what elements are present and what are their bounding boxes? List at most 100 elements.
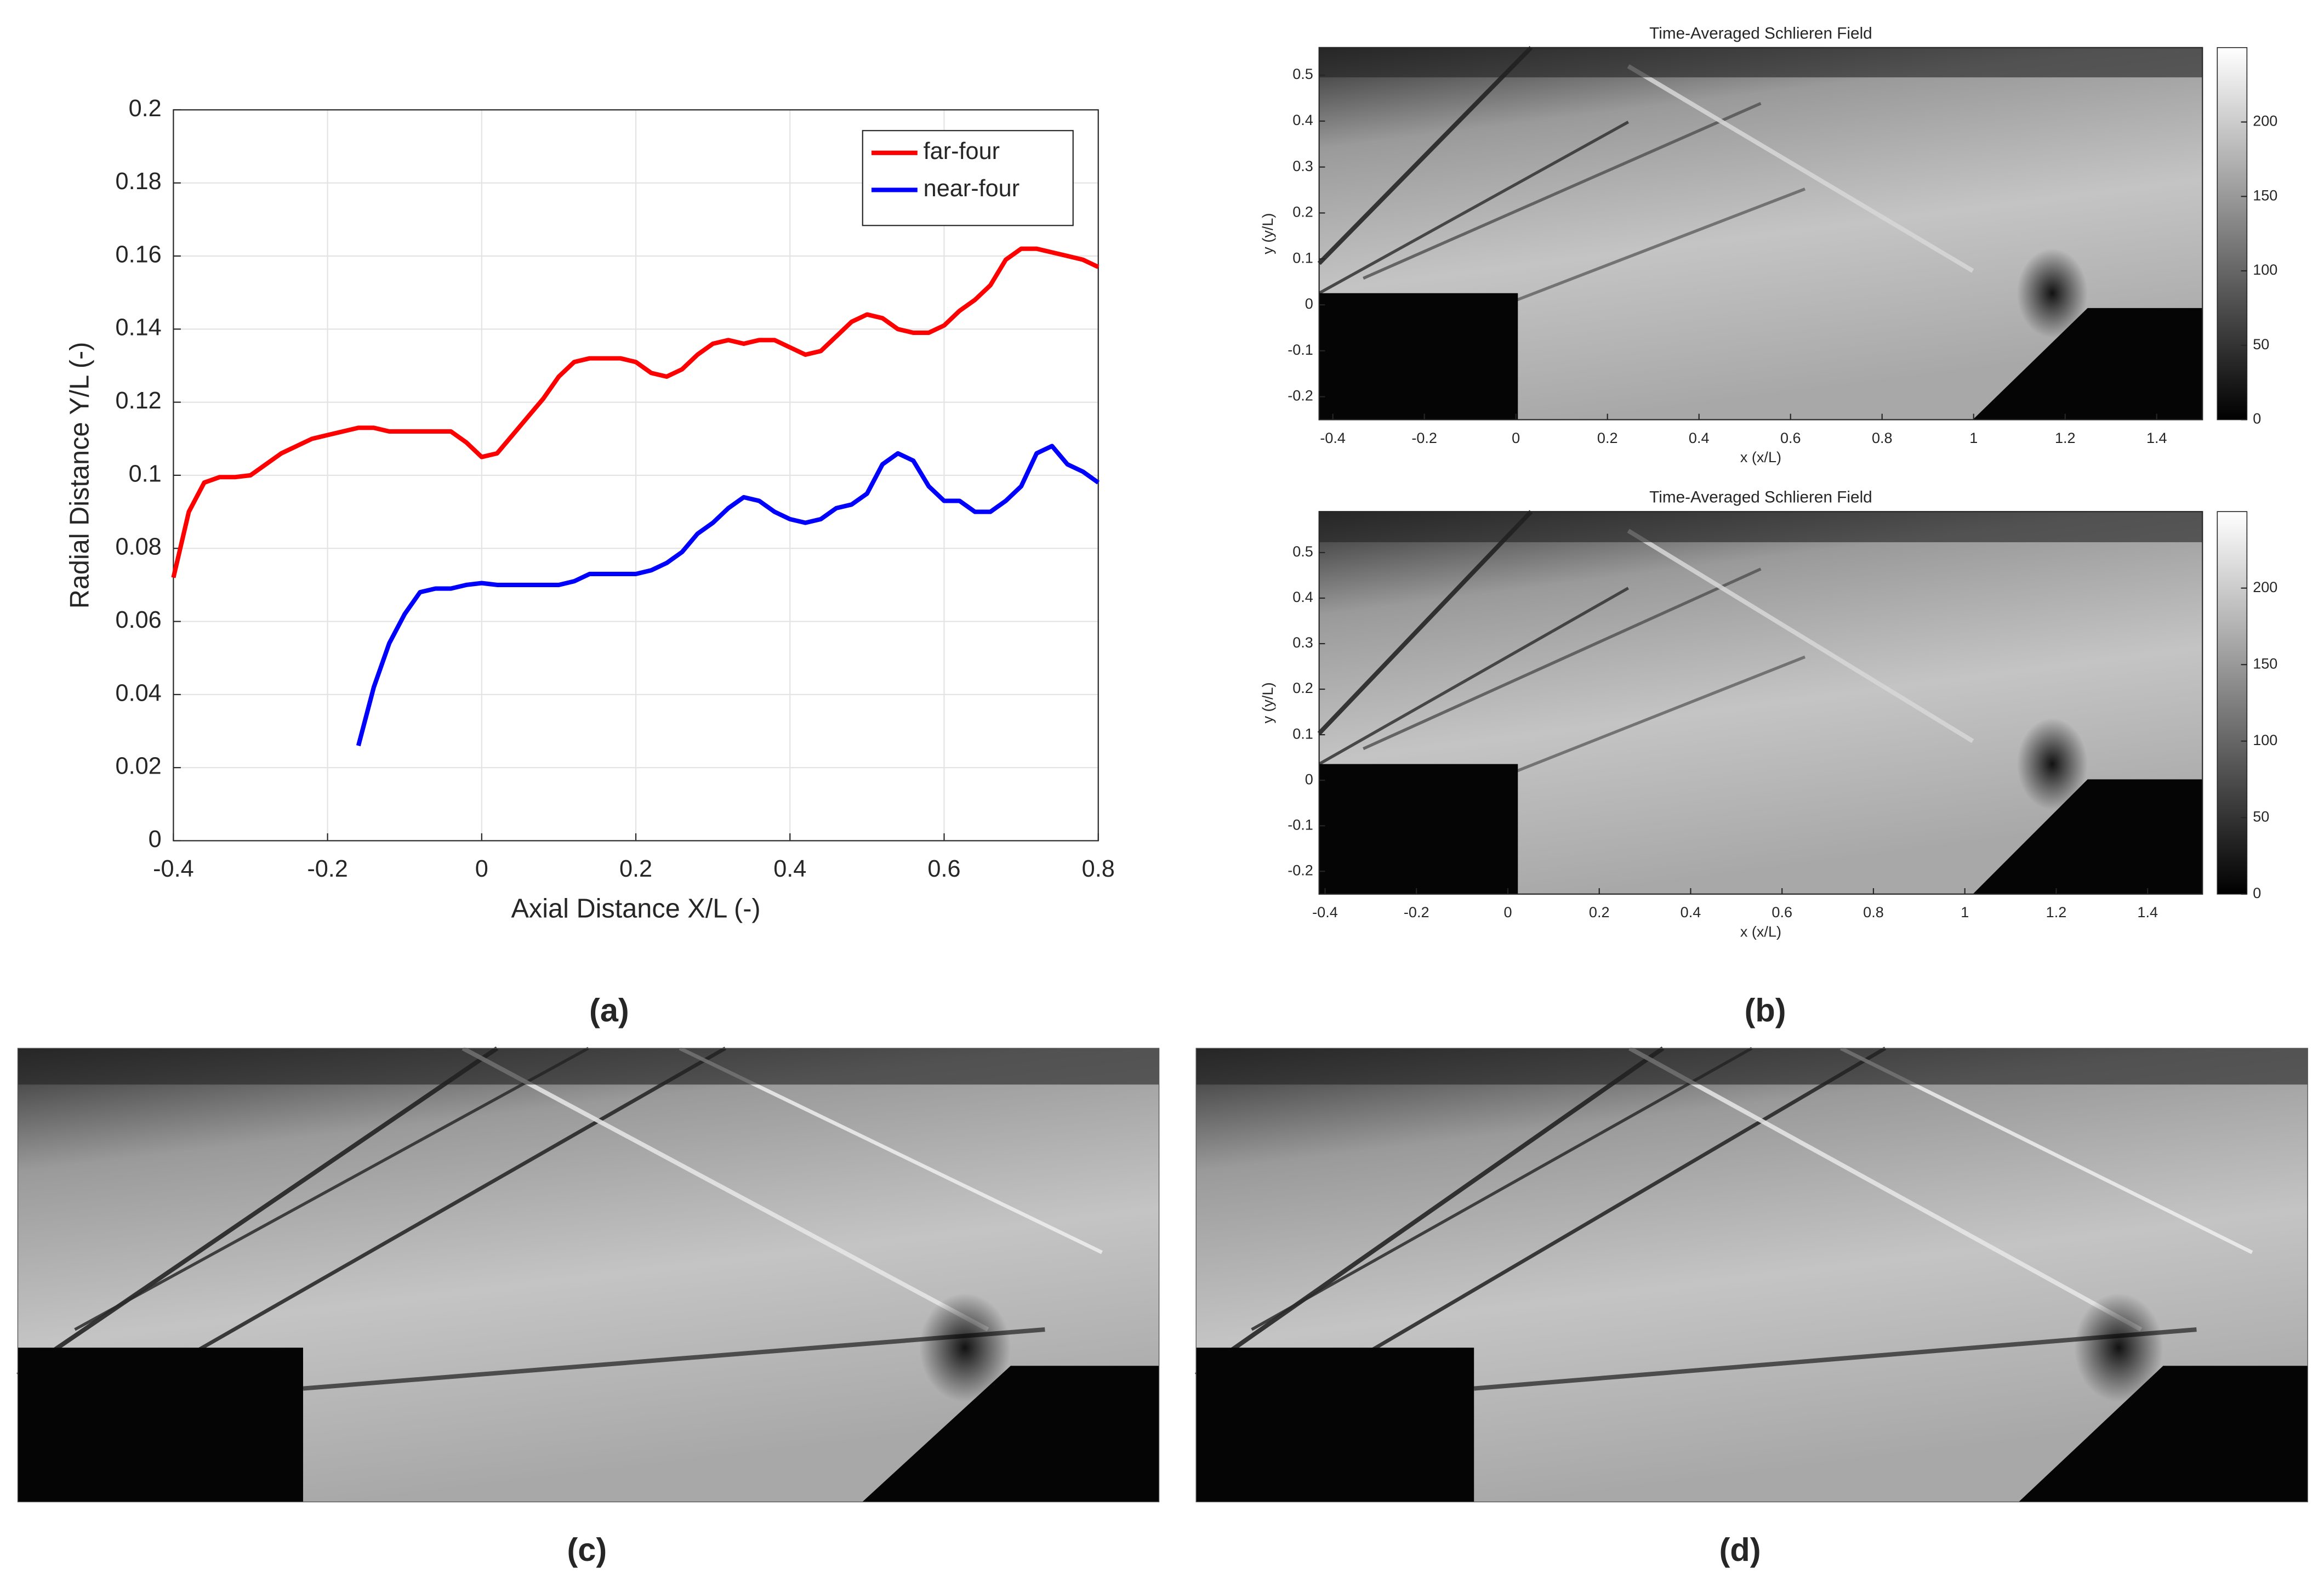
colorbar-tick-label: 50: [2253, 336, 2269, 353]
y-tick-label: 0.3: [1292, 634, 1313, 651]
colorbar: [2217, 511, 2248, 895]
x-tick-label: 0.4: [1689, 430, 1710, 446]
x-tick-label: -0.4: [1312, 904, 1338, 920]
y-tick-label: -0.2: [1288, 388, 1313, 404]
panel-label: (b): [1745, 992, 1786, 1029]
x-tick-label: 1.4: [2137, 904, 2158, 920]
x-tick-label: 0.2: [1597, 430, 1618, 446]
x-tick-label: 0.4: [773, 856, 806, 882]
y-tick-label: 0.1: [129, 461, 162, 487]
x-tick-label: 0.6: [927, 856, 960, 882]
y-tick-label: 0.18: [116, 168, 162, 195]
chart-title: Time-Averaged Schlieren Field: [1649, 488, 1872, 507]
x-tick-label: 0.2: [619, 856, 652, 882]
x-axis-label: x (x/L): [1740, 923, 1781, 940]
image-frame: [1195, 1048, 2308, 1503]
shock-line: [1495, 655, 1806, 781]
legend-label: far-four: [924, 138, 1000, 164]
y-tick-label: 0: [1305, 296, 1313, 312]
y-axis-label: Radial Distance Y/L (-): [65, 342, 95, 609]
colorbar-tick-label: 100: [2253, 732, 2277, 748]
data-line: [171, 246, 1100, 578]
plot-frame: [1318, 511, 2203, 895]
shock-line: [16, 1046, 499, 1377]
x-tick-label: 0.8: [1872, 430, 1893, 446]
schlieren-photo: [16, 1046, 1160, 1503]
shock-line: [462, 1046, 989, 1332]
schlieren-image: [1317, 46, 2203, 421]
dark-spot: [2017, 248, 2088, 338]
y-tick-label: 0.08: [116, 534, 162, 560]
image-shade-top: [1319, 47, 2203, 78]
legend-box: [862, 130, 1074, 226]
shock-line: [1363, 102, 1762, 280]
colorbar-tick-label: 0: [2253, 885, 2261, 901]
x-tick-label: 0: [1503, 904, 1512, 920]
shock-line: [153, 1047, 727, 1377]
y-tick-label: 0.5: [1292, 543, 1313, 560]
y-tick-label: -0.2: [1288, 862, 1313, 878]
colorbar-tick-label: 150: [2253, 187, 2277, 203]
step-body: [1319, 293, 1518, 420]
shock-line: [1194, 1046, 1665, 1377]
panel-label: (a): [589, 992, 629, 1029]
dark-spot: [2017, 718, 2088, 810]
panel-label: (d): [1719, 1531, 1761, 1568]
x-tick-label: 0: [475, 856, 488, 882]
y-tick-label: 0.16: [116, 241, 162, 268]
x-axis-label: x (x/L): [1740, 449, 1781, 465]
y-axis-label: y (y/L): [1260, 682, 1276, 723]
dark-spot: [2074, 1293, 2163, 1402]
y-tick-label: 0.12: [116, 388, 162, 414]
x-tick-label: 1: [1961, 904, 1969, 920]
colorbar-tick-label: 50: [2253, 808, 2269, 825]
shock-line: [1628, 1046, 2143, 1332]
image-shade-top: [1196, 1048, 2308, 1085]
shock-line: [1495, 187, 1806, 310]
y-tick-label: 0.02: [116, 753, 162, 780]
step-body: [1319, 764, 1518, 894]
shock-line: [1317, 46, 1533, 265]
x-tick-label: 1.2: [2046, 904, 2067, 920]
step-body: [1196, 1348, 1474, 1502]
y-tick-label: -0.1: [1288, 342, 1313, 358]
x-tick-label: -0.2: [307, 856, 348, 882]
y-tick-label: 0.2: [1292, 204, 1313, 220]
image-frame: [17, 1048, 1160, 1503]
y-tick-label: 0.06: [116, 607, 162, 633]
schlieren-photo: [1194, 1046, 2308, 1503]
x-tick-label: 0.8: [1082, 856, 1115, 882]
shock-line: [74, 1047, 589, 1331]
shock-line: [1251, 1047, 1753, 1331]
x-tick-label: -0.2: [1404, 904, 1429, 920]
x-tick-label: 1.4: [2146, 430, 2167, 446]
shock-line: [1318, 121, 1630, 295]
shock-line: [1627, 529, 1974, 743]
y-axis-label: y (y/L): [1260, 213, 1276, 254]
x-axis-label: Axial Distance X/L (-): [511, 894, 760, 923]
x-tick-label: 0: [1512, 430, 1520, 446]
dark-spot: [919, 1293, 1011, 1402]
ramp-body: [2018, 1366, 2308, 1502]
shock-line: [1318, 587, 1630, 765]
ramp-body: [1973, 308, 2203, 420]
x-tick-label: 0.4: [1681, 904, 1701, 920]
plot-frame: [1318, 47, 2203, 421]
y-tick-label: 0.1: [1292, 249, 1313, 266]
shock-line: [1328, 1047, 1887, 1377]
colorbar-tick-label: 200: [2253, 579, 2277, 595]
image-shade-top: [1319, 512, 2203, 542]
ramp-body: [1973, 779, 2203, 894]
x-tick-label: -0.4: [1320, 430, 1346, 446]
y-tick-label: 0.3: [1292, 158, 1313, 174]
shock-line: [1363, 567, 1762, 751]
data-line: [356, 444, 1100, 747]
y-tick-label: 0.04: [116, 680, 162, 706]
x-tick-label: -0.2: [1411, 430, 1437, 446]
y-tick-label: 0.5: [1292, 66, 1313, 82]
image-shade-top: [18, 1048, 1159, 1085]
shock-line: [1317, 510, 1533, 735]
colorbar-tick-label: 0: [2253, 411, 2261, 427]
colorbar-tick-label: 100: [2253, 262, 2277, 278]
